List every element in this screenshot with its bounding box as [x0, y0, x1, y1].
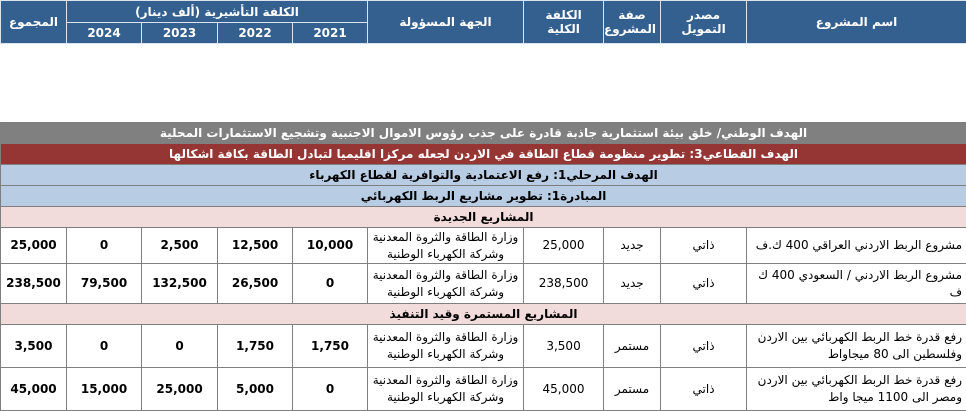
initiative: المبادرة1: تطوير مشاريع الربط الكهربائي	[1, 186, 966, 207]
cost-2023: 0	[142, 325, 218, 368]
total-cost: 25,000	[524, 228, 604, 264]
total-cost: 3,500	[524, 325, 604, 368]
header-indicative-cost: الكلفة التأشيرية (ألف دينار)	[67, 1, 368, 23]
row-total: 45,000	[1, 368, 67, 411]
header-year: 2021	[293, 23, 368, 44]
project-name: مشروع الربط الاردني / السعودي 400 ك ف	[747, 264, 966, 304]
project-name: مشروع الربط الاردني العراقي 400 ك.ف	[747, 228, 966, 264]
project-name: رفع قدرة خط الربط الكهربائي بين الاردن و…	[747, 325, 966, 368]
header-project-type: صفة المشروع	[604, 1, 661, 44]
project-type: مستمر	[604, 325, 661, 368]
funding-source: ذاتي	[661, 368, 747, 411]
total-cost: 45,000	[524, 368, 604, 411]
header-responsible-entity: الجهة المسؤولة	[368, 1, 524, 44]
header-year: 2024	[67, 23, 142, 44]
project-type: جديد	[604, 264, 661, 304]
project-type: جديد	[604, 228, 661, 264]
cost-2024: 0	[67, 325, 142, 368]
cost-2024: 0	[67, 228, 142, 264]
responsible-entity: وزارة الطاقة والثروة المعدنية وشركة الكه…	[368, 228, 524, 264]
sector-goal-row: الهدف القطاعي3: تطوير منظومة قطاع الطاقة…	[1, 144, 966, 165]
sector-goal: الهدف القطاعي3: تطوير منظومة قطاع الطاقة…	[1, 144, 966, 165]
header-total: المجموع	[1, 1, 67, 44]
cost-2024: 79,500	[67, 264, 142, 304]
cost-2024: 15,000	[67, 368, 142, 411]
responsible-entity: وزارة الطاقة والثروة المعدنية وشركة الكه…	[368, 264, 524, 304]
new-projects-row: المشاريع الجديدة	[1, 207, 966, 228]
cost-2021: 0	[293, 368, 368, 411]
funding-source: ذاتي	[661, 228, 747, 264]
header-project-name: اسم المشروع	[747, 1, 966, 44]
row-total: 3,500	[1, 325, 67, 368]
row-total: 238,500	[1, 264, 67, 304]
table-row: رفع قدرة خط الربط الكهربائي بين الاردن و…	[1, 325, 966, 368]
header-total-cost: الكلفة الكلية	[524, 1, 604, 44]
ongoing-projects-row: المشاريع المستمرة وقيد التنفيذ	[1, 304, 966, 325]
national-goal: الهدف الوطني/ خلق بيئة استثمارية جاذبة ق…	[1, 123, 966, 144]
total-cost: 238,500	[524, 264, 604, 304]
table-row: رفع قدرة خط الربط الكهربائي بين الاردن و…	[1, 368, 966, 411]
project-type: مستمر	[604, 368, 661, 411]
cost-2021: 0	[293, 264, 368, 304]
new-projects-label: المشاريع الجديدة	[1, 207, 966, 228]
cost-2021: 10,000	[293, 228, 368, 264]
cost-2022: 12,500	[218, 228, 293, 264]
funding-source: ذاتي	[661, 264, 747, 304]
initiative-row: المبادرة1: تطوير مشاريع الربط الكهربائي	[1, 186, 966, 207]
blank-cell	[1, 44, 966, 123]
header-year: 2022	[218, 23, 293, 44]
funding-source: ذاتي	[661, 325, 747, 368]
national-goal-row: الهدف الوطني/ خلق بيئة استثمارية جاذبة ق…	[1, 123, 966, 144]
cost-2023: 132,500	[142, 264, 218, 304]
responsible-entity: وزارة الطاقة والثروة المعدنية وشركة الكه…	[368, 368, 524, 411]
cost-2023: 2,500	[142, 228, 218, 264]
header-funding-source: مصدر التمويل	[661, 1, 747, 44]
blank-row	[1, 44, 966, 123]
table-row: مشروع الربط الاردني العراقي 400 ك.ف ذاتي…	[1, 228, 966, 264]
cost-2022: 5,000	[218, 368, 293, 411]
cost-2022: 26,500	[218, 264, 293, 304]
ongoing-projects-label: المشاريع المستمرة وقيد التنفيذ	[1, 304, 966, 325]
stage-goal: الهدف المرحلي1: رفع الاعتمادية والتوافري…	[1, 165, 966, 186]
responsible-entity: وزارة الطاقة والثروة المعدنية وشركة الكه…	[368, 325, 524, 368]
row-total: 25,000	[1, 228, 67, 264]
header-row: اسم المشروع مصدر التمويل صفة المشروع الك…	[1, 1, 966, 23]
table-row: مشروع الربط الاردني / السعودي 400 ك ف ذا…	[1, 264, 966, 304]
header-year: 2023	[142, 23, 218, 44]
cost-2023: 25,000	[142, 368, 218, 411]
stage-goal-row: الهدف المرحلي1: رفع الاعتمادية والتوافري…	[1, 165, 966, 186]
cost-2022: 1,750	[218, 325, 293, 368]
cost-2021: 1,750	[293, 325, 368, 368]
project-name: رفع قدرة خط الربط الكهربائي بين الاردن و…	[747, 368, 966, 411]
